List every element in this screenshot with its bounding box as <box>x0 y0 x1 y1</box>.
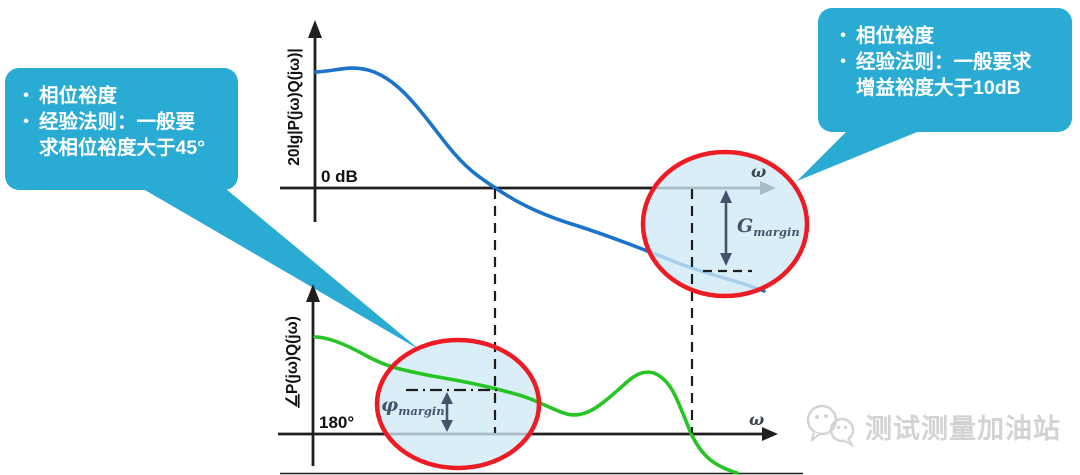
watermark: 测试测量加油站 <box>803 402 1061 450</box>
magnitude-y-axis-label: 20lg|P(jω)Q(jω)| <box>286 48 303 166</box>
bullet-icon: • <box>840 53 846 71</box>
crossover-dashed-lines <box>406 189 752 433</box>
bullet-icon: • <box>23 87 29 104</box>
y-axis-arrow-top <box>308 20 322 38</box>
callout-gain-margin: • 相位裕度 • 经验法则：一般要求增益裕度大于10dB <box>818 8 1072 132</box>
label-180deg: 180° <box>319 413 354 432</box>
callout-gain-margin-item-2: • 经验法则：一般要求增益裕度大于10dB <box>830 49 1066 101</box>
bullet-icon: • <box>23 113 29 131</box>
callout-right-tail <box>797 130 922 181</box>
callout-left-tail <box>138 186 420 350</box>
callout-phase-margin-item-2: • 经验法则：一般要求相位裕度大于45° <box>13 109 232 161</box>
y-axis-arrow-bottom <box>306 284 320 302</box>
omega-label-bottom: ω <box>749 410 764 429</box>
gain-margin-arrow <box>720 190 732 266</box>
gain-margin-highlight-ring <box>640 149 810 299</box>
callout-phase-margin-item-1: • 相位裕度 <box>13 83 232 109</box>
gain-margin-label: Gmargin <box>737 215 800 239</box>
watermark-text: 测试测量加油站 <box>865 413 1061 444</box>
wechat-icon <box>806 404 855 448</box>
phase-margin-label: φmargin <box>381 394 445 418</box>
bullet-icon: • <box>840 27 846 44</box>
zero-db-label: 0 dB <box>321 167 358 186</box>
phase-curve <box>313 335 739 475</box>
omega-axis-arrow-bottom <box>762 427 778 441</box>
omega-label-top: ω <box>751 162 766 181</box>
callout-phase-margin: • 相位裕度 • 经验法则：一般要求相位裕度大于45° <box>5 68 238 190</box>
phase-y-axis-label: ∠P(jω)Q(jω) <box>284 316 301 408</box>
phase-margin-highlight-ring <box>374 337 542 471</box>
phase-margin-arrow <box>441 392 453 432</box>
callout-gain-margin-item-1: • 相位裕度 <box>830 23 1066 49</box>
